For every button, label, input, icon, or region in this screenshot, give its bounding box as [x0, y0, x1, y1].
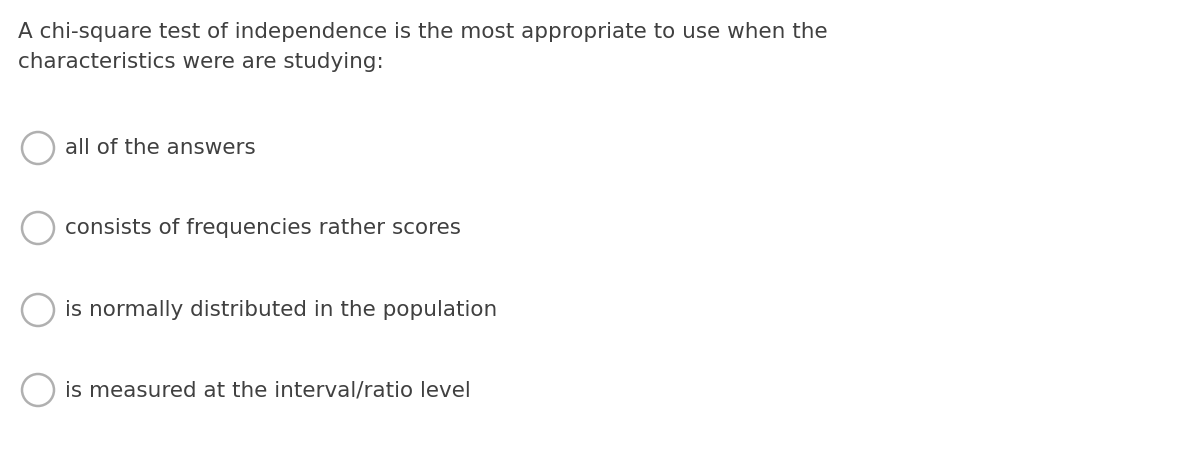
- Text: A chi-square test of independence is the most appropriate to use when the: A chi-square test of independence is the…: [18, 22, 828, 42]
- Text: consists of frequencies rather scores: consists of frequencies rather scores: [65, 218, 461, 238]
- Text: is measured at the interval/ratio level: is measured at the interval/ratio level: [65, 380, 470, 400]
- Text: all of the answers: all of the answers: [65, 138, 256, 158]
- Text: is normally distributed in the population: is normally distributed in the populatio…: [65, 300, 497, 320]
- Text: characteristics were are studying:: characteristics were are studying:: [18, 52, 384, 72]
